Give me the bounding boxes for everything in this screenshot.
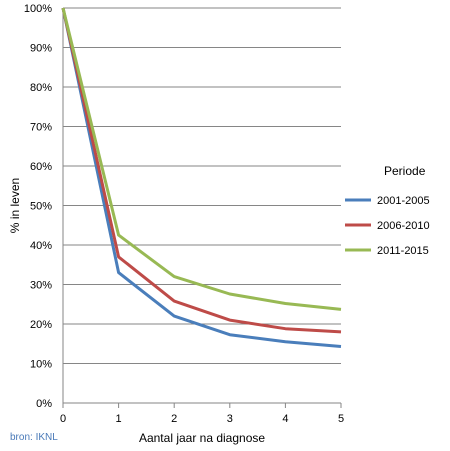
y-tick-label: 90%	[30, 43, 52, 55]
y-tick-label: 0%	[36, 398, 52, 410]
series-line-2011-2015	[61, 7, 342, 311]
gridlines	[63, 7, 341, 364]
y-tick-label: 40%	[30, 240, 52, 252]
y-axis-title: % in leven	[8, 178, 22, 233]
legend-label: 2011-2015	[377, 245, 429, 257]
y-tick-label: 70%	[30, 122, 52, 134]
y-tick-label: 80%	[30, 82, 52, 94]
y-tick-label: 100%	[24, 3, 52, 15]
source-note: bron: IKNL	[10, 432, 58, 443]
x-tick-label: 2	[171, 413, 177, 425]
series-lines	[61, 7, 342, 348]
series-line-2006-2010	[61, 7, 342, 334]
x-tick-label: 1	[116, 413, 122, 425]
y-tick-label: 10%	[30, 359, 52, 371]
y-tick-labels: 0% 10% 20% 30% 40% 50% 60% 70% 80% 90% 100%	[24, 3, 52, 410]
series-line-2001-2005	[61, 7, 342, 348]
x-tick-label: 4	[282, 413, 288, 425]
x-tick-label: 5	[338, 413, 344, 425]
x-tick-labels: 0 1 2 3 4 5	[60, 413, 344, 425]
y-tick-label: 50%	[30, 201, 52, 213]
y-tick-label: 20%	[30, 319, 52, 331]
y-tick-label: 30%	[30, 280, 52, 292]
x-tick-label: 0	[60, 413, 66, 425]
y-tick-label: 60%	[30, 161, 52, 173]
legend-label: 2001-2005	[377, 195, 430, 207]
x-axis-title: Aantal jaar na diagnose	[139, 431, 265, 445]
legend: 2001-2005 2006-2010 2011-2015	[345, 195, 430, 257]
legend-label: 2006-2010	[377, 220, 430, 232]
x-tick-label: 3	[227, 413, 233, 425]
axes	[62, 8, 342, 408]
legend-title: Periode	[384, 164, 426, 178]
